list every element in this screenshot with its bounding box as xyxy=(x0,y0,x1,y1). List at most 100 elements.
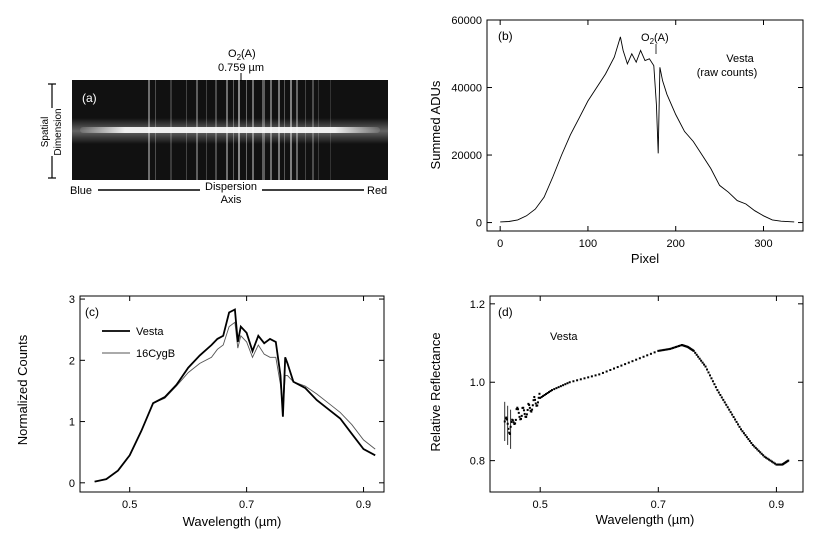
panel-d-point xyxy=(516,406,519,409)
panel-d-point xyxy=(562,384,565,387)
panel-d-point xyxy=(514,422,517,425)
panel-d-point xyxy=(697,355,700,358)
panel-d-point xyxy=(514,418,517,421)
panel-d-point xyxy=(734,418,737,421)
panel-d-point xyxy=(528,403,531,406)
panel-d-point xyxy=(613,367,616,370)
panel-d-point xyxy=(677,344,680,347)
panel-d-point xyxy=(756,448,759,451)
panel-b-xtick-label: 300 xyxy=(754,238,772,250)
panel-d-point xyxy=(729,411,732,414)
panel-d-point xyxy=(737,423,740,426)
panel-d-point xyxy=(543,393,546,396)
panel-d-point xyxy=(653,351,656,354)
panel-d-point xyxy=(661,349,664,352)
panel-b-xtick-label: 0 xyxy=(497,238,503,250)
panel-d-point xyxy=(533,395,536,398)
panel-d-point xyxy=(534,402,537,405)
panel-d-point xyxy=(576,379,579,382)
panel-d-point xyxy=(520,414,523,417)
panel-d-point xyxy=(762,454,765,457)
panel-d-point xyxy=(515,408,518,411)
panel-d-point xyxy=(747,438,750,441)
panel-a-label: (a) xyxy=(82,91,97,105)
panel-a-feature-value: 0.759 µm xyxy=(218,62,264,74)
dispersion-left-label: Blue xyxy=(70,185,92,197)
panel-d-point xyxy=(649,352,652,355)
panel-d-point xyxy=(572,380,575,383)
panel-d-point xyxy=(692,349,695,352)
panel-d-point xyxy=(631,360,634,363)
panel-a-feature-label: O2(A) xyxy=(228,48,256,62)
spectrum-trace xyxy=(80,127,380,133)
panel-d-point xyxy=(663,348,666,351)
panel-c-series-vesta xyxy=(94,308,376,483)
panel-d-point xyxy=(583,377,586,380)
panel-d-point xyxy=(769,459,772,462)
panel-d-ytick-label: 0.8 xyxy=(470,456,485,468)
panel-d-point xyxy=(723,401,726,404)
panel-d-point xyxy=(759,451,762,454)
panel-d-point xyxy=(666,348,669,351)
panel-d-point xyxy=(711,380,714,383)
panel-d-point xyxy=(679,344,682,347)
panel-d-point xyxy=(505,416,508,419)
panel-d-point xyxy=(546,392,549,395)
panel-d-point xyxy=(742,432,745,435)
panel-c-ytick-label: 3 xyxy=(69,294,75,306)
panel-d-point xyxy=(672,346,675,349)
panel-d-point xyxy=(601,371,604,374)
panel-d-xlabel: Wavelength (µm) xyxy=(596,512,695,527)
panel-d-point xyxy=(525,413,528,416)
panel-d-point xyxy=(745,436,748,439)
panel-d-point xyxy=(720,396,723,399)
panel-d-point xyxy=(508,432,511,435)
panel-d-point xyxy=(512,421,515,424)
panel-c-xlabel: Wavelength (µm) xyxy=(183,514,282,529)
panel-d-point xyxy=(598,373,601,376)
dispersion-right-label: Red xyxy=(367,185,387,197)
panel-d-point xyxy=(518,415,521,418)
panel-d-point xyxy=(553,388,556,391)
panel-d-point xyxy=(763,455,766,458)
panel-d-point xyxy=(658,349,661,352)
panel-d-label: (d) xyxy=(498,305,513,319)
panel-d-point xyxy=(555,387,558,390)
panel-d-point xyxy=(754,446,757,449)
panel-d-point xyxy=(508,431,511,434)
panel-d-point xyxy=(620,364,623,367)
panel-d-point xyxy=(627,361,630,364)
panel-d-point xyxy=(707,371,710,374)
panel-d-point xyxy=(511,419,514,422)
panel-b-ylabel: Summed ADUs xyxy=(428,80,443,169)
panel-d-point xyxy=(616,366,619,369)
panel-d-point xyxy=(557,386,560,389)
panel-d-point xyxy=(605,370,608,373)
panel-d-point xyxy=(551,389,554,392)
panel-d-point xyxy=(548,391,551,394)
panel-d-point xyxy=(635,358,638,361)
panel-d-xtick-label: 0.5 xyxy=(533,499,548,511)
panel-d-point xyxy=(517,411,520,414)
legend-vesta-label: Vesta xyxy=(136,326,164,338)
legend-16cygb-label: 16CygB xyxy=(136,348,175,360)
panel-d-point xyxy=(523,412,526,415)
panel-d-point xyxy=(526,408,529,411)
panel-b-annotation-raw: (raw counts) xyxy=(697,67,758,79)
panel-d-point xyxy=(770,460,773,463)
panel-d-point xyxy=(539,396,542,399)
panel-d-point xyxy=(520,417,523,420)
panel-d-point xyxy=(564,383,567,386)
panel-c-xtick-label: 0.7 xyxy=(239,499,254,511)
panel-d-point xyxy=(768,458,771,461)
panel-d-point xyxy=(542,394,545,397)
panel-d-point xyxy=(739,428,742,431)
panel-b-label: (b) xyxy=(498,29,513,43)
panel-d-point xyxy=(706,368,709,371)
panel-c-xtick-label: 0.5 xyxy=(122,499,137,511)
panel-c-label: (c) xyxy=(85,305,99,319)
panel-d-point xyxy=(532,399,535,402)
panel-d-point xyxy=(531,404,534,407)
panel-d-point xyxy=(594,374,597,377)
panel-d-frame xyxy=(489,295,804,493)
